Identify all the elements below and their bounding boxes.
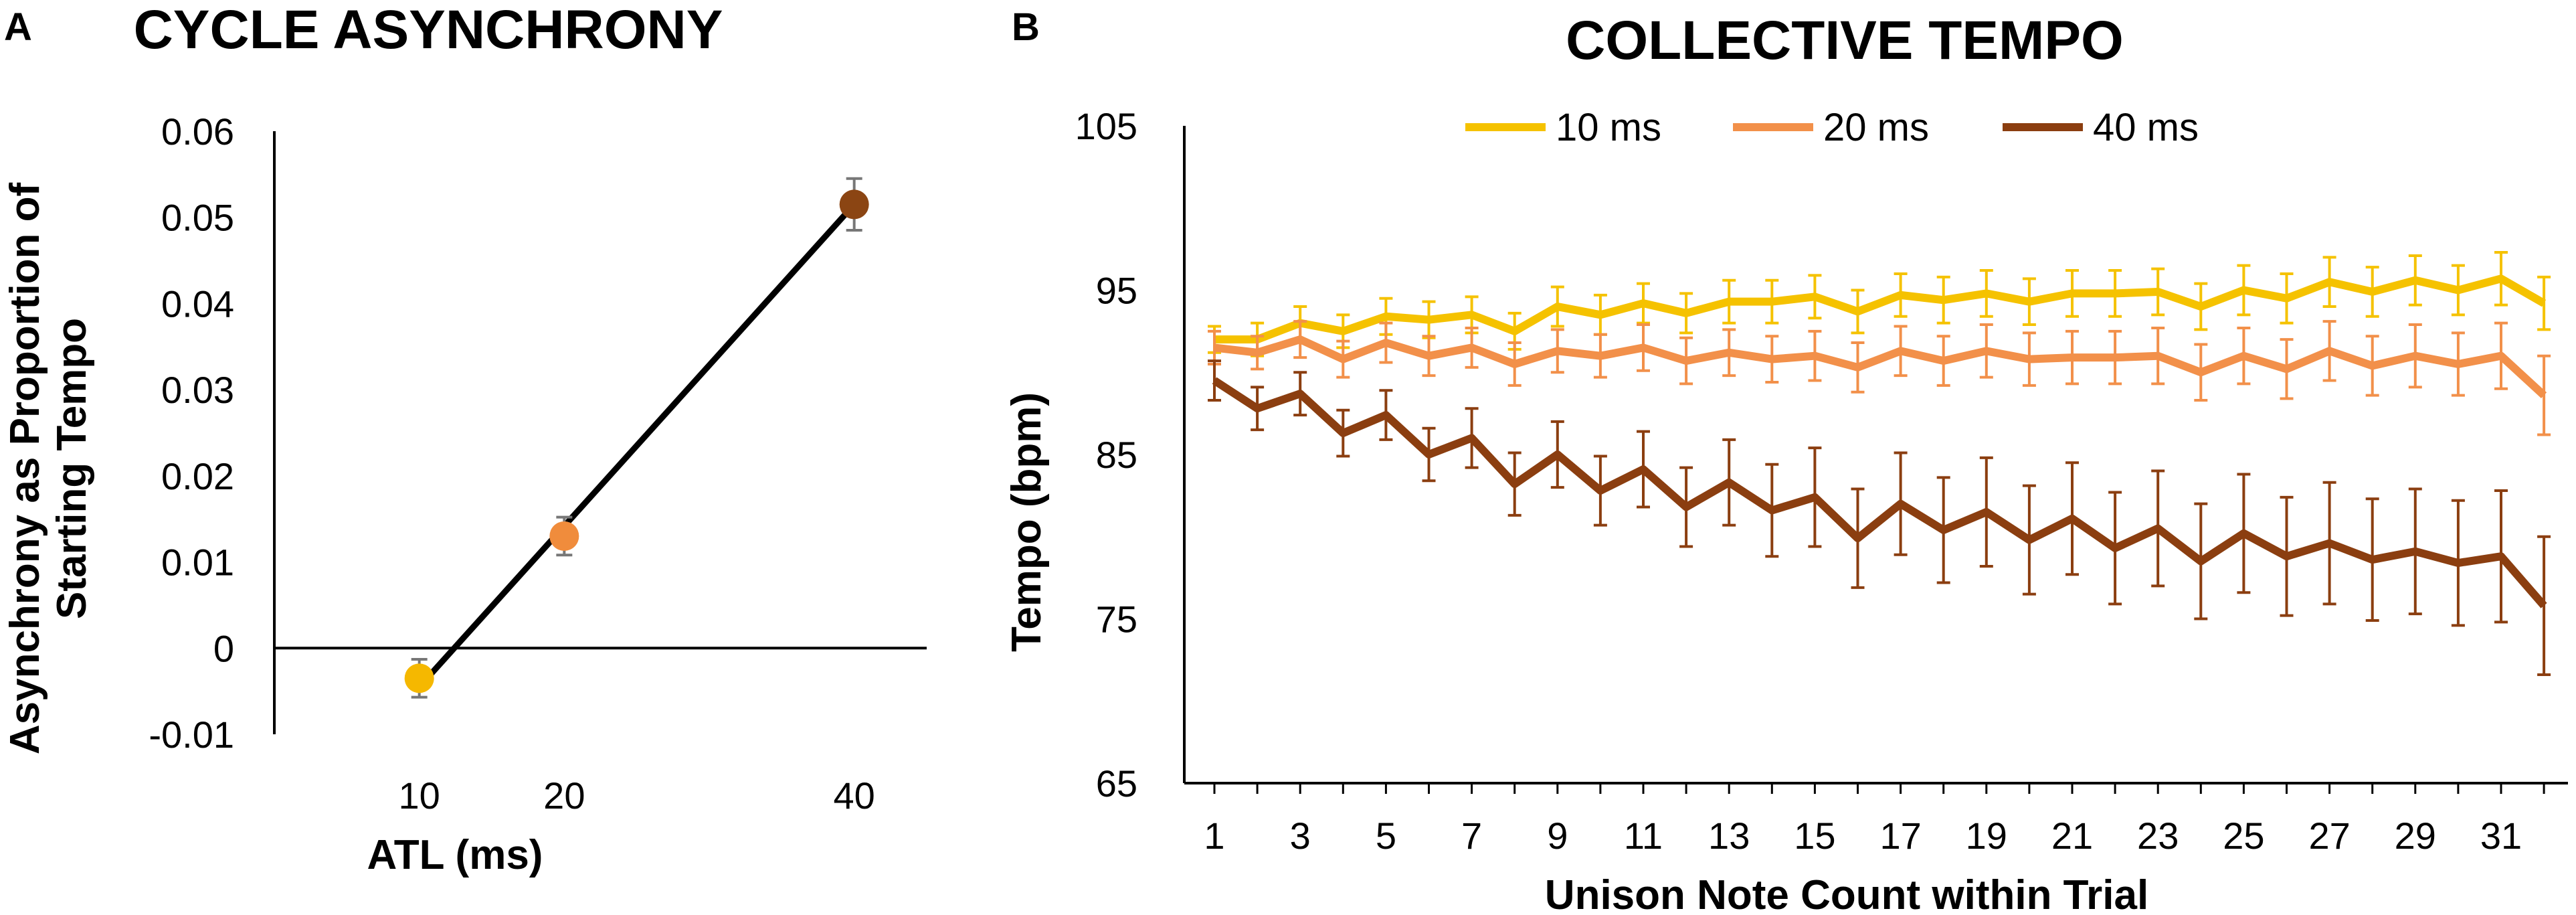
series-40-ms — [1208, 359, 2551, 676]
panel-b-x-tick-label: 3 — [1290, 815, 1311, 857]
panel-b-x-tick-label: 1 — [1204, 815, 1224, 857]
panel-b-x-tick-label: 7 — [1461, 815, 1482, 857]
panel-b-x-tick-label: 11 — [1624, 815, 1663, 857]
panel-a-x-axis-label: ATL (ms) — [367, 832, 543, 878]
panel-a-points — [404, 177, 869, 699]
panel-b-x-tick-label: 25 — [2223, 815, 2264, 857]
panel-b-x-tick-label: 17 — [1879, 815, 1921, 857]
series-20-ms — [1208, 320, 2551, 436]
panel-b-y-axis-label: Tempo (bpm) — [1004, 392, 1050, 652]
panel-b-title: COLLECTIVE TEMPO — [1566, 10, 2124, 71]
panel-b-y-tick-label: 65 — [1096, 762, 1137, 805]
panel-b-x-axis-label: Unison Note Count within Trial — [1545, 872, 2148, 915]
panel-a-point-40ms — [839, 189, 869, 220]
panel-b-x-tick-label: 15 — [1794, 815, 1835, 857]
panel-b-y-tick-label: 85 — [1096, 434, 1137, 476]
series-line — [1212, 377, 2547, 608]
panel-a-point-10ms — [404, 663, 434, 693]
panel-a-y-tick-label: 0.01 — [161, 542, 234, 584]
panel-a-title: CYCLE ASYNCHRONY — [134, 0, 723, 60]
panel-b-x-tick-label: 29 — [2395, 815, 2436, 857]
panel-a-y-tick-label: 0.06 — [161, 110, 234, 153]
panel-b-x-tick-label: 5 — [1376, 815, 1396, 857]
panel-b-x-tick-label: 13 — [1708, 815, 1750, 857]
panel-b-x-tick-label: 31 — [2480, 815, 2522, 857]
panel-b-collective-tempo: B COLLECTIVE TEMPO Unison Note Count wit… — [1004, 5, 2568, 915]
panel-a-x-tick-label: 20 — [543, 774, 585, 817]
legend-label: 10 ms — [1556, 106, 1661, 149]
panel-b-y-tick-label: 95 — [1096, 270, 1137, 312]
panel-a-x-tick-label: 40 — [834, 774, 875, 817]
panel-b-x-tick-label: 21 — [2051, 815, 2093, 857]
series-line — [1214, 335, 2547, 399]
legend-label: 40 ms — [2093, 106, 2199, 149]
panel-a-x-tick-label: 10 — [399, 774, 440, 817]
panel-b-x-tick-label: 9 — [1547, 815, 1568, 857]
panel-a-letter: A — [4, 5, 32, 49]
panel-b-legend: 10 ms 20 ms 40 ms — [1465, 106, 2199, 149]
series-line — [1214, 274, 2547, 344]
panel-b-series — [1208, 251, 2551, 676]
panel-a-x-ticks: 10 20 40 — [399, 774, 875, 817]
panel-b-x-tick-label: 19 — [1966, 815, 2007, 857]
panel-b-y-ticks: 105 95 85 75 65 — [1075, 105, 1137, 805]
panel-b-x-tick-label: 23 — [2137, 815, 2179, 857]
panel-b-letter: B — [1012, 5, 1040, 49]
panel-a-y-axis-label-line-2: Starting Tempo — [49, 318, 95, 619]
panel-a-y-tick-label: 0 — [213, 627, 234, 669]
series-10-ms — [1208, 251, 2551, 357]
panel-a-y-tick-label: 0.03 — [161, 369, 234, 411]
panel-a-y-tick-label: 0.04 — [161, 282, 234, 325]
panel-a-y-tick-label: -0.01 — [149, 714, 234, 756]
panel-b-y-tick-label: 105 — [1075, 105, 1137, 147]
panel-a-point-20ms — [549, 521, 579, 551]
panel-a-y-ticks: 0.06 0.05 0.04 0.03 0.02 0.01 0 -0.01 — [149, 110, 234, 756]
panel-a-y-axis-label-line-1: Asynchrony as Proportion of — [2, 182, 48, 754]
panel-a-y-tick-label: 0.02 — [161, 455, 234, 497]
panel-b-y-tick-label: 75 — [1096, 598, 1137, 641]
panel-b-x-ticks: 1 3 5 7 9 11 13 15 17 19 21 23 25 27 29 31 — [1204, 783, 2545, 857]
panel-b-x-tick-label: 27 — [2308, 815, 2350, 857]
panel-a-cycle-asynchrony: A CYCLE ASYNCHRONY ATL (ms) Asynchrony a… — [2, 0, 927, 878]
panel-a-y-tick-label: 0.05 — [161, 197, 234, 239]
panel-a-trendline — [417, 202, 857, 689]
legend-label: 20 ms — [1823, 106, 1929, 149]
